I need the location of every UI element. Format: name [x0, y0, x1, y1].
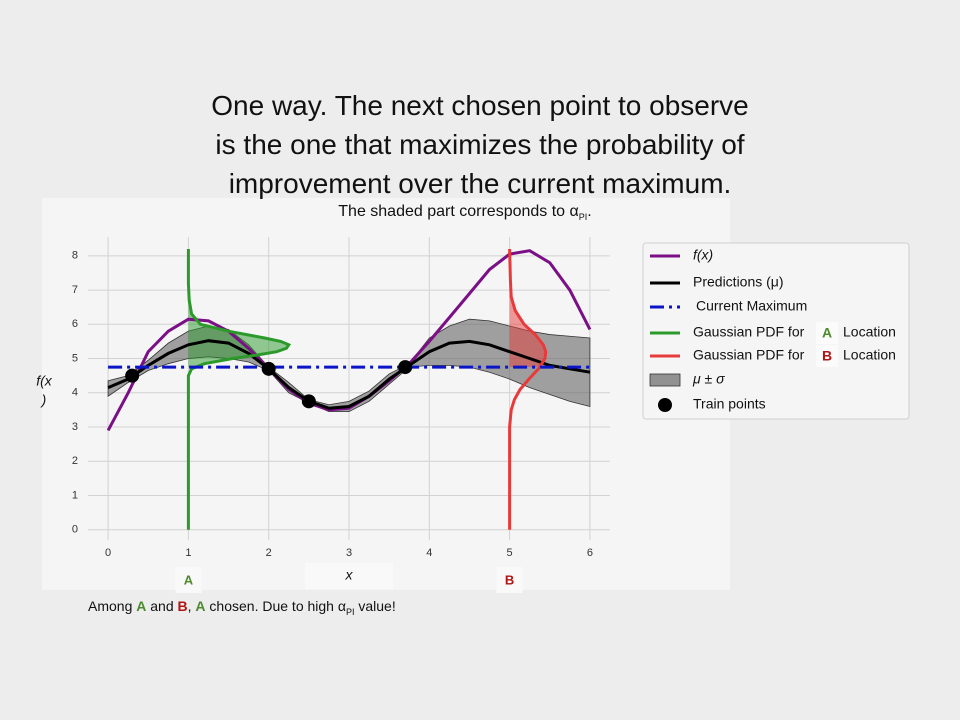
text-segment: The shaded part corresponds to α: [338, 203, 579, 220]
x-tick-label: 3: [346, 547, 352, 559]
legend-label: μ ± σ: [692, 371, 725, 387]
xlabel-box: [305, 563, 393, 589]
text-segment: PI: [578, 212, 588, 223]
y-tick-label: 3: [72, 421, 78, 433]
text-segment: A: [136, 598, 147, 614]
text-segment: A: [195, 598, 206, 614]
legend-label-box: [816, 322, 838, 344]
x-tick-label: 2: [266, 547, 272, 559]
footer-note: Among A and B, A chosen. Due to high αPI…: [88, 598, 396, 617]
y-tick-label: 4: [72, 387, 78, 399]
x-tick-label: 5: [507, 547, 513, 559]
series-line: [107, 339, 591, 410]
train-point: [261, 361, 276, 376]
legend-label-box: [816, 345, 838, 367]
x-tick-label: 1: [185, 547, 191, 559]
text-segment: value!: [354, 598, 396, 614]
y-tick-label: 5: [72, 352, 78, 364]
x-tick-label: 0: [105, 547, 111, 559]
legend-label: Predictions (μ): [693, 274, 784, 290]
pdf-shade: [188, 248, 289, 368]
title-line: One way. The next chosen point to observ…: [211, 90, 749, 121]
y-tick-label: 7: [72, 284, 78, 296]
x-axis-label: x: [345, 567, 354, 583]
legend-pdf-label: B: [822, 348, 832, 364]
y-axis-label: ): [40, 392, 47, 408]
text-segment: and: [146, 598, 178, 614]
title-line: is the one that maximizes the probabilit…: [215, 129, 745, 160]
legend-box: [642, 242, 910, 420]
legend-label: Train points: [693, 396, 766, 412]
text-segment: B: [177, 598, 188, 614]
legend-label: f(x): [693, 247, 713, 263]
legend-label: Location: [843, 324, 896, 340]
text-segment: Among: [88, 598, 137, 614]
y-tick-label: 8: [72, 250, 78, 262]
legend-pdf-label: A: [822, 325, 832, 341]
chart-panel: [42, 198, 730, 590]
legend-label: Current Maximum: [696, 298, 807, 314]
text-segment: chosen. Due to high α: [205, 598, 346, 614]
y-tick-label: 1: [72, 489, 78, 501]
legend-label: Gaussian PDF for: [693, 347, 805, 363]
title-line: improvement over the current maximum.: [228, 168, 732, 199]
legend-swatch: [658, 398, 672, 412]
y-tick-label: 0: [72, 524, 78, 536]
text-segment: ,: [187, 598, 196, 614]
pdf-line: [186, 249, 292, 530]
chart-subtitle: The shaded part corresponds to αPI.: [230, 203, 700, 222]
y-axis-label: f(x: [36, 373, 53, 389]
pdf-label-box: [175, 567, 202, 593]
slide-title: One way. The next chosen point to observ…: [130, 86, 830, 203]
legend-label: Location: [843, 347, 896, 363]
pdf-label-box: [496, 567, 523, 593]
text-segment: .: [587, 203, 592, 220]
pdf-axis-label: A: [184, 572, 194, 587]
pdf-axis-label: B: [505, 572, 514, 587]
x-tick-label: 6: [587, 547, 593, 559]
train-point: [398, 360, 413, 375]
y-tick-label: 2: [72, 455, 78, 467]
train-point: [301, 394, 316, 409]
train-point: [125, 368, 140, 383]
legend-label: Gaussian PDF for: [693, 324, 805, 340]
y-tick-label: 6: [72, 318, 78, 330]
x-tick-label: 4: [426, 547, 432, 559]
text-segment: PI: [345, 606, 355, 617]
pdf-line: [508, 248, 548, 530]
legend-swatch: [649, 373, 681, 387]
